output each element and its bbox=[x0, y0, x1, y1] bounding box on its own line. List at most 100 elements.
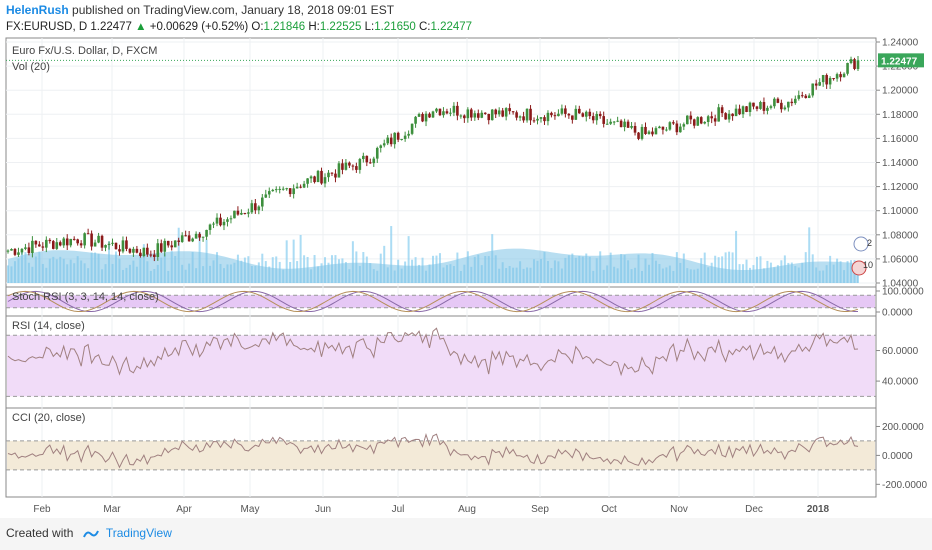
candle-body bbox=[832, 78, 835, 80]
candle-body bbox=[581, 113, 585, 117]
candle-body bbox=[194, 233, 198, 239]
tradingview-logo-icon bbox=[82, 530, 99, 538]
indicator-band bbox=[7, 440, 875, 470]
x-tick-label: Feb bbox=[33, 504, 51, 515]
candle-body bbox=[191, 238, 194, 242]
candle-body bbox=[421, 113, 424, 122]
candle-body bbox=[414, 116, 417, 124]
candle-body bbox=[222, 221, 226, 226]
candle-body bbox=[511, 111, 515, 113]
candle-body bbox=[281, 188, 285, 190]
candle-body bbox=[69, 238, 73, 246]
candle-body bbox=[508, 108, 511, 112]
chart-canvas[interactable]: Feb Mar Apr May Jun Jul Aug Sep Oct Nov Dec 2018 1.2… bbox=[0, 0, 932, 518]
last-price-tag bbox=[878, 53, 924, 68]
volume-bar bbox=[724, 252, 727, 283]
candle-body bbox=[417, 113, 421, 117]
candle-body bbox=[20, 248, 24, 253]
indicator-band bbox=[7, 295, 875, 308]
candle-body bbox=[163, 240, 167, 252]
candle-body bbox=[787, 101, 790, 108]
candle-body bbox=[780, 102, 783, 110]
low-label: L: bbox=[364, 21, 375, 33]
candle-body bbox=[713, 118, 717, 122]
tradingview-brand-link[interactable]: TradingView bbox=[105, 526, 172, 540]
high-value: 1.22525 bbox=[319, 21, 362, 33]
candle-body bbox=[578, 108, 581, 114]
candle-body bbox=[267, 191, 271, 195]
volume-bar bbox=[292, 239, 295, 283]
y-tick-label: 200.0000 bbox=[882, 422, 924, 433]
candle-body bbox=[445, 111, 449, 114]
candle-body bbox=[731, 113, 734, 117]
candle-body bbox=[584, 111, 588, 117]
candle-body bbox=[442, 111, 445, 116]
candle-body bbox=[13, 248, 17, 255]
candle-body bbox=[449, 112, 452, 114]
candle-body bbox=[261, 197, 264, 207]
candle-body bbox=[358, 159, 362, 170]
indicator-band bbox=[7, 335, 875, 397]
candle-body bbox=[609, 121, 612, 124]
event-marker bbox=[851, 260, 867, 276]
candle-body bbox=[135, 248, 139, 253]
candle-body bbox=[428, 113, 431, 118]
candle-body bbox=[153, 254, 156, 257]
candle-body bbox=[487, 113, 491, 121]
candle-body bbox=[250, 203, 254, 213]
candle-body bbox=[773, 98, 776, 107]
candle-body bbox=[759, 102, 762, 109]
candle-body bbox=[706, 116, 710, 122]
candle-body bbox=[734, 108, 738, 117]
candle-body bbox=[553, 115, 557, 117]
candle-body bbox=[821, 75, 825, 83]
candle-body bbox=[410, 123, 414, 134]
symbol-summary: FX:EURUSD, D 1.22477 ▲ +0.00629 (+0.52%)… bbox=[6, 21, 472, 33]
candle-body bbox=[173, 240, 177, 248]
candle-body bbox=[602, 116, 605, 124]
y-tick-label: 1.08000 bbox=[882, 230, 919, 241]
candle-body bbox=[365, 155, 369, 163]
candle-body bbox=[804, 95, 808, 99]
candle-body bbox=[400, 138, 403, 140]
volume-bar bbox=[299, 235, 302, 283]
indicator-line bbox=[7, 290, 859, 313]
candle-body bbox=[93, 242, 97, 247]
candle-body bbox=[828, 78, 832, 85]
candle-body bbox=[236, 210, 240, 215]
y-tick-label: 1.24000 bbox=[882, 38, 919, 49]
candle-body bbox=[323, 177, 327, 184]
last-price-tag-label: 1.22477 bbox=[881, 56, 918, 67]
candle-body bbox=[814, 83, 818, 86]
candle-body bbox=[630, 125, 633, 128]
candle-body bbox=[424, 113, 428, 122]
x-tick-label: Jun bbox=[315, 504, 331, 515]
candle-body bbox=[375, 147, 379, 159]
candle-body bbox=[480, 112, 484, 118]
candle-body bbox=[226, 219, 229, 222]
candle-body bbox=[438, 108, 442, 116]
candle-body bbox=[334, 173, 337, 178]
author-name[interactable]: HelenRush bbox=[6, 3, 69, 17]
candle-body bbox=[313, 176, 316, 183]
x-tick-label: Oct bbox=[601, 504, 617, 515]
candle-body bbox=[616, 120, 619, 122]
candle-body bbox=[686, 115, 689, 125]
candle-body bbox=[689, 115, 693, 120]
candle-body bbox=[755, 106, 759, 109]
candle-body bbox=[327, 172, 330, 178]
candle-body bbox=[372, 158, 376, 164]
candle-body bbox=[483, 112, 487, 114]
candle-body bbox=[595, 113, 599, 121]
high-label: H: bbox=[308, 21, 320, 33]
candle-body bbox=[497, 110, 501, 115]
candle-body bbox=[128, 248, 132, 253]
indicator-line bbox=[7, 433, 859, 469]
candle-body bbox=[302, 183, 306, 188]
candle-body bbox=[668, 122, 672, 130]
candle-body bbox=[205, 229, 208, 237]
candle-body bbox=[299, 186, 302, 188]
candle-body bbox=[546, 112, 550, 122]
candle-body bbox=[682, 124, 686, 127]
indicator-title: Stoch RSI (3, 3, 14, 14, close) bbox=[12, 291, 159, 303]
